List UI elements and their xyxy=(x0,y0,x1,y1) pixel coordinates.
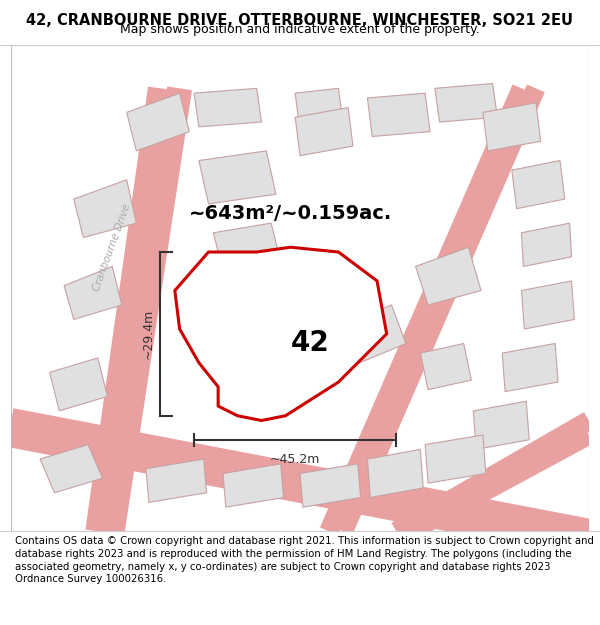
Text: Contains OS data © Crown copyright and database right 2021. This information is : Contains OS data © Crown copyright and d… xyxy=(15,536,594,584)
Polygon shape xyxy=(421,344,472,390)
Polygon shape xyxy=(199,151,276,204)
Polygon shape xyxy=(521,223,572,266)
Polygon shape xyxy=(40,444,103,493)
Polygon shape xyxy=(502,344,558,392)
Polygon shape xyxy=(175,248,386,421)
Polygon shape xyxy=(334,305,406,368)
Text: ~643m²/~0.159ac.: ~643m²/~0.159ac. xyxy=(189,204,392,223)
Text: ~45.2m: ~45.2m xyxy=(270,453,320,466)
Polygon shape xyxy=(483,102,541,151)
Polygon shape xyxy=(74,180,136,238)
Polygon shape xyxy=(473,401,529,449)
Polygon shape xyxy=(425,435,486,483)
Text: Map shows position and indicative extent of the property.: Map shows position and indicative extent… xyxy=(120,23,480,36)
Polygon shape xyxy=(512,161,565,209)
Polygon shape xyxy=(214,223,281,271)
Polygon shape xyxy=(521,281,574,329)
Text: 42: 42 xyxy=(290,329,329,357)
Polygon shape xyxy=(295,88,343,132)
Text: ~29.4m: ~29.4m xyxy=(142,309,155,359)
Polygon shape xyxy=(223,464,284,507)
Polygon shape xyxy=(194,88,262,127)
Polygon shape xyxy=(367,93,430,136)
Text: 42, CRANBOURNE DRIVE, OTTERBOURNE, WINCHESTER, SO21 2EU: 42, CRANBOURNE DRIVE, OTTERBOURNE, WINCH… xyxy=(26,12,574,28)
Polygon shape xyxy=(146,459,206,503)
Polygon shape xyxy=(300,464,361,507)
Polygon shape xyxy=(435,84,497,122)
Polygon shape xyxy=(64,266,122,319)
Text: Cranbourne Drive: Cranbourne Drive xyxy=(92,202,133,292)
Polygon shape xyxy=(127,93,189,151)
Polygon shape xyxy=(50,358,107,411)
Polygon shape xyxy=(295,107,353,156)
Polygon shape xyxy=(367,449,423,498)
Polygon shape xyxy=(416,248,481,305)
